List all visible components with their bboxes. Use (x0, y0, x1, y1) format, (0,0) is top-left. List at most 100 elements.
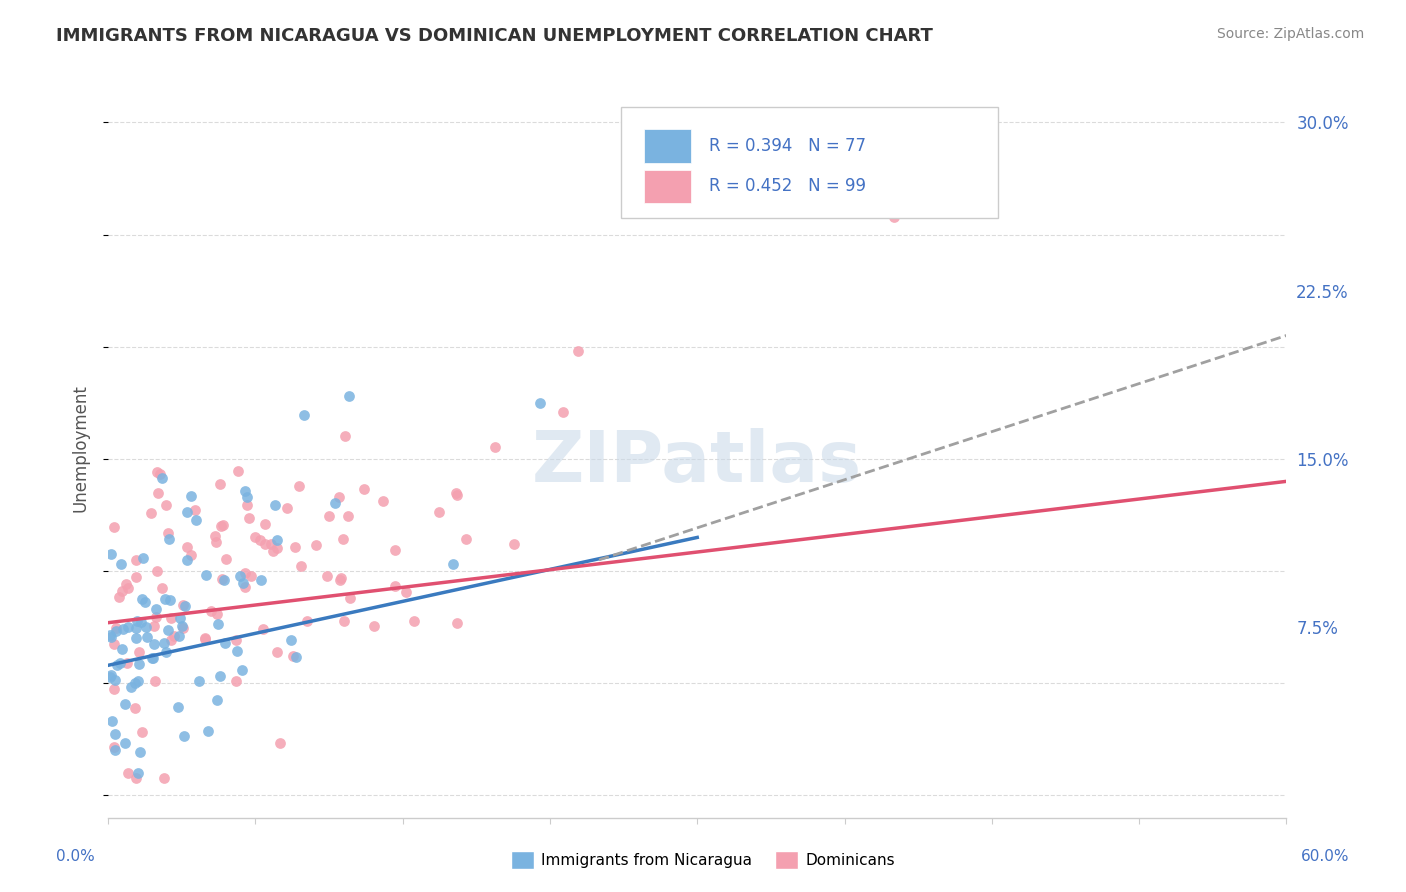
Point (131, 550, 153, 565)
Point (104, 621, 127, 635)
Point (159, 611, 181, 625)
Point (236, 499, 259, 513)
Point (124, 631, 146, 645)
Point (146, 564, 169, 578)
Point (111, 642, 134, 657)
Point (150, 581, 173, 595)
Point (184, 503, 207, 517)
Point (131, 592, 153, 607)
Point (231, 663, 253, 677)
Point (284, 541, 307, 555)
Point (384, 579, 406, 593)
Point (167, 699, 190, 714)
Point (281, 648, 304, 663)
Point (235, 484, 257, 499)
Point (249, 533, 271, 548)
Point (233, 580, 256, 594)
Point (103, 682, 125, 697)
Point (446, 488, 468, 502)
Point (149, 467, 172, 481)
Point (174, 599, 197, 614)
Point (339, 591, 361, 606)
Point (100, 547, 122, 561)
Point (145, 610, 167, 624)
Point (146, 486, 169, 500)
Point (205, 535, 228, 549)
Point (285, 649, 308, 664)
Point (330, 571, 353, 585)
Point (209, 477, 232, 491)
Point (163, 629, 186, 643)
Point (502, 537, 524, 551)
Point (235, 490, 257, 504)
Point (125, 570, 148, 584)
Point (333, 429, 356, 443)
Point (155, 498, 177, 512)
Point (883, 210, 905, 224)
Point (427, 505, 450, 519)
Point (209, 669, 232, 683)
Point (363, 619, 385, 633)
Point (249, 573, 271, 587)
Point (157, 624, 180, 638)
Point (176, 540, 198, 554)
Point (114, 697, 136, 711)
Text: R = 0.452   N = 99: R = 0.452 N = 99 (709, 178, 866, 195)
Point (176, 505, 198, 519)
Point (194, 632, 217, 647)
Point (153, 636, 176, 650)
Point (155, 645, 177, 659)
Point (128, 645, 150, 659)
Point (103, 740, 125, 755)
Point (404, 615, 426, 629)
Point (290, 558, 312, 573)
Point (180, 548, 202, 562)
Point (240, 569, 263, 583)
Point (100, 668, 122, 682)
Point (276, 500, 298, 515)
Point (107, 658, 129, 673)
Point (169, 611, 191, 625)
Point (266, 533, 288, 548)
Point (337, 508, 360, 523)
Point (169, 629, 191, 643)
Point (98, 670, 121, 684)
Point (108, 656, 131, 670)
Bar (644, 129, 692, 162)
Point (280, 632, 302, 647)
Point (205, 692, 228, 706)
Point (98, 628, 121, 642)
Point (180, 489, 202, 503)
Point (117, 581, 139, 595)
Point (159, 593, 181, 607)
Point (207, 607, 229, 621)
Point (226, 464, 249, 478)
Text: 60.0%: 60.0% (1302, 849, 1350, 863)
Point (141, 651, 163, 665)
Point (125, 553, 148, 567)
Point (266, 645, 288, 659)
Point (725, 194, 748, 208)
Point (128, 657, 150, 672)
Point (200, 603, 222, 617)
Point (225, 632, 247, 647)
Point (288, 479, 311, 493)
Point (142, 650, 165, 665)
Point (253, 516, 276, 531)
Point (567, 344, 589, 359)
Point (262, 544, 284, 558)
Point (456, 532, 478, 546)
Point (124, 676, 146, 690)
Point (233, 566, 256, 581)
Point (128, 745, 150, 759)
Point (108, 590, 131, 604)
FancyBboxPatch shape (620, 107, 998, 219)
Point (243, 531, 266, 545)
Point (332, 532, 354, 546)
Point (124, 700, 146, 714)
Point (194, 631, 217, 645)
Point (117, 620, 139, 634)
Point (333, 614, 356, 628)
Point (232, 576, 254, 591)
Point (551, 405, 574, 419)
